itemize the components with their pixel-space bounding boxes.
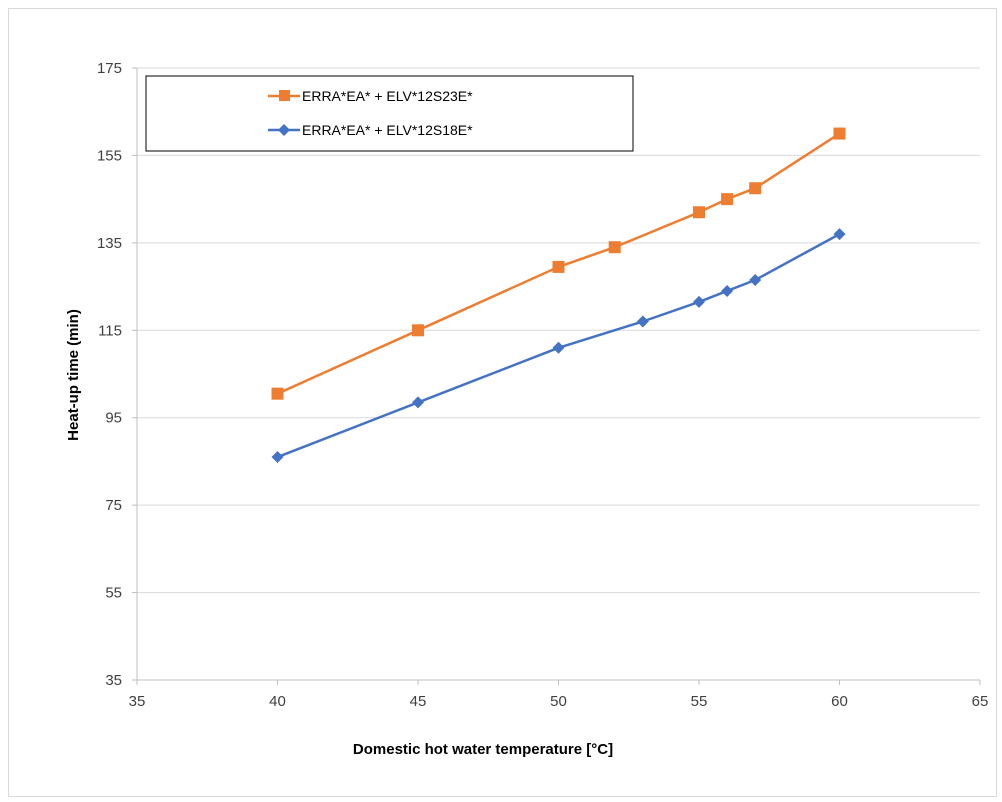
x-tick-labels: 35 40 45 50 55 60 65 <box>129 680 989 710</box>
data-point-series-1-0 <box>271 387 284 400</box>
y-tick-label-155: 155 <box>97 147 122 164</box>
series-2 <box>271 228 846 464</box>
legend-label-series-1: ERRA*EA* + ELV*12S23E* <box>302 88 473 104</box>
series-2-line <box>277 233 841 459</box>
legend-label-series-2: ERRA*EA* + ELV*12S18E* <box>302 122 473 138</box>
data-point-series-1-4 <box>693 206 705 219</box>
series-1 <box>271 127 846 400</box>
y-tick-label-115: 115 <box>98 322 122 339</box>
data-point-series-2-5 <box>721 284 734 297</box>
data-point-series-2-1 <box>412 396 424 409</box>
gridlines <box>137 67 980 594</box>
data-point-series-2-4 <box>693 295 705 308</box>
legend: ERRA*EA* + ELV*12S23E* ERRA*EA* + ELV*12… <box>145 75 634 152</box>
y-tick-label-55: 55 <box>105 585 122 602</box>
x-axis-title: Domestic hot water temperature [°C] <box>353 741 613 758</box>
y-tick-label-95: 95 <box>105 410 122 427</box>
data-point-series-2-6 <box>749 274 762 287</box>
x-tick-label-55: 55 <box>691 693 708 710</box>
data-point-series-2-3 <box>636 315 649 328</box>
data-point-series-1-6 <box>749 182 762 195</box>
x-tick-label-50: 50 <box>550 693 567 710</box>
data-point-series-1-1 <box>412 324 424 337</box>
y-axis-title: Heat-up time (min) <box>65 309 82 441</box>
x-tick-label-60: 60 <box>831 693 848 710</box>
x-tick-label-45: 45 <box>410 693 427 710</box>
data-point-series-2-0 <box>271 451 284 464</box>
y-tick-label-175: 175 <box>97 60 122 77</box>
series-layer <box>271 127 846 464</box>
data-point-series-1-2 <box>552 260 565 273</box>
y-tick-label-135: 135 <box>97 235 122 252</box>
legend-marker-series-2 <box>278 124 290 136</box>
x-tick-label-40: 40 <box>269 693 286 710</box>
data-point-series-1-3 <box>608 241 621 254</box>
axes <box>136 68 980 681</box>
y-tick-label-75: 75 <box>105 497 122 514</box>
legend-box <box>145 75 634 152</box>
data-point-series-1-5 <box>721 193 734 206</box>
data-point-series-2-2 <box>552 341 565 354</box>
y-tick-label-35: 35 <box>105 672 122 689</box>
data-point-series-1-7 <box>833 127 846 140</box>
legend-marker-series-1 <box>279 90 290 101</box>
y-tick-labels: 35 55 75 95 115 135 155 175 <box>97 60 137 689</box>
x-tick-label-35: 35 <box>129 693 146 710</box>
data-point-series-2-7 <box>833 228 846 241</box>
x-tick-label-65: 65 <box>972 693 989 710</box>
